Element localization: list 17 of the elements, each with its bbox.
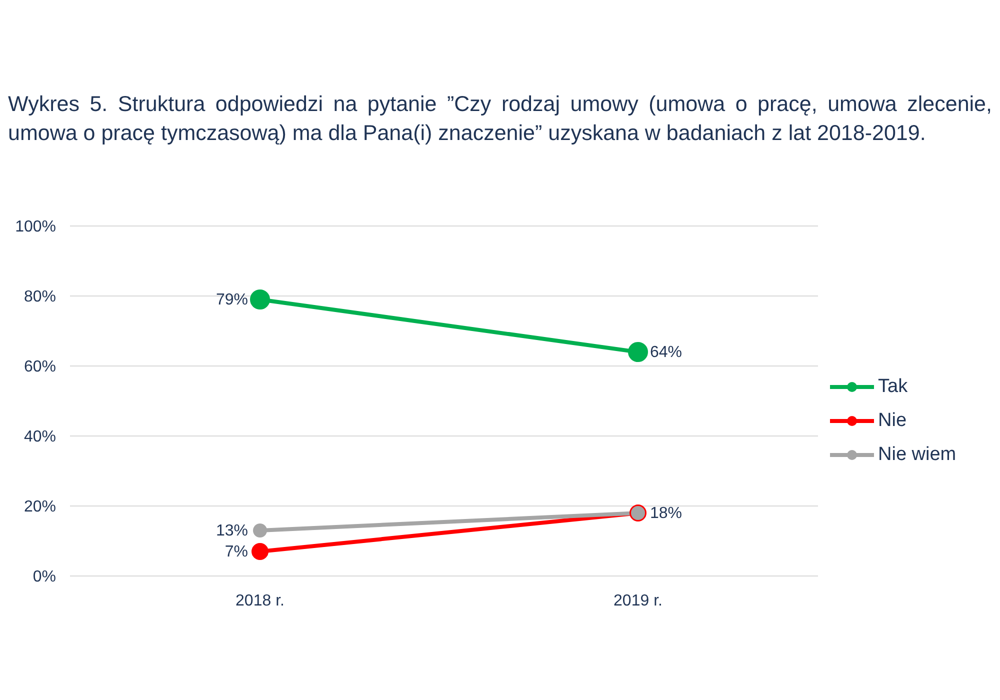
legend-label: Nie: [878, 410, 907, 432]
chart-title: Wykres 5. Struktura odpowiedzi na pytanie ”Czy rodzaj umowy (umowa o pracę, umowa zlecenie, umowa o pracę tymczasową) ma dla Pana(i) znaczenie” uzyskana w badaniach z lat 2018-2019.: [8, 91, 992, 147]
legend-label: Tak: [878, 376, 908, 398]
x-tick-label: 2019 r.: [614, 592, 662, 610]
data-label: 64%: [650, 344, 682, 361]
legend-label: Nie wiem: [878, 444, 956, 466]
y-tick-label: 0%: [32, 568, 56, 586]
data-label: 79%: [216, 292, 248, 308]
y-tick-label: 80%: [24, 288, 56, 306]
data-label: 13%: [216, 522, 248, 540]
data-label: 18%: [650, 505, 682, 522]
y-tick-label: 100%: [15, 218, 56, 236]
y-tick-label: 40%: [24, 428, 56, 446]
y-tick-label: 20%: [24, 498, 56, 516]
y-tick-label: 60%: [24, 358, 56, 376]
data-label: 7%: [224, 544, 248, 560]
x-tick-label: 2018 r.: [236, 592, 284, 610]
